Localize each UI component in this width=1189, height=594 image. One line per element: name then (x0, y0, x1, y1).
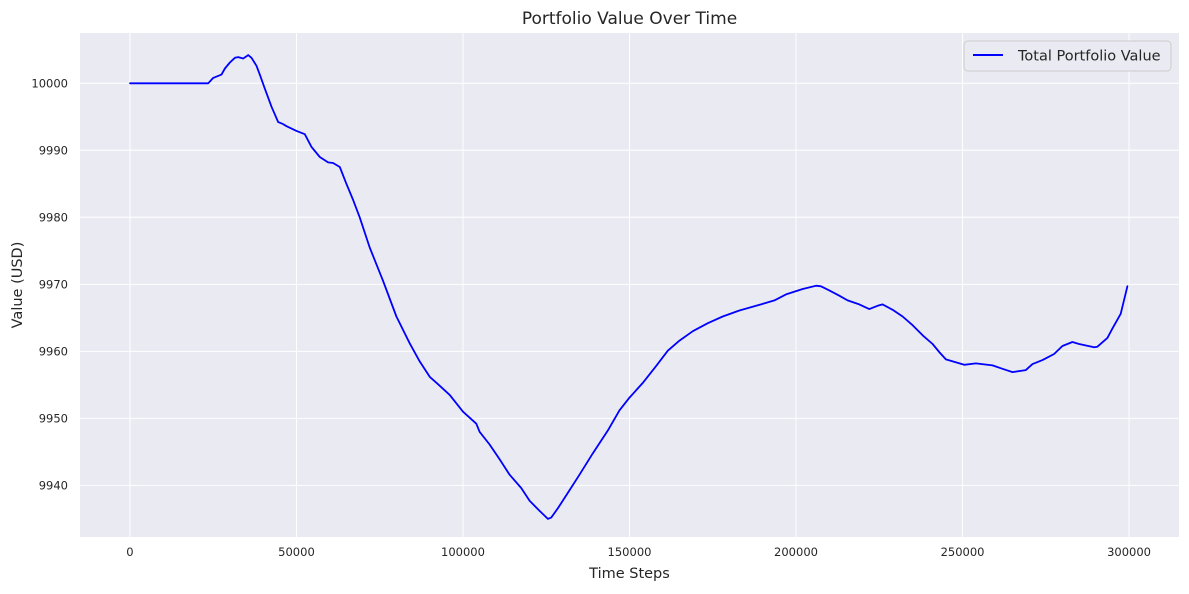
x-tick-label: 250000 (941, 545, 985, 559)
y-tick-label: 10000 (31, 76, 68, 90)
y-axis-label: Value (USD) (10, 242, 26, 329)
grid-lines (80, 33, 1179, 537)
y-tick-label: 9970 (39, 277, 68, 291)
series-lines (129, 54, 1129, 520)
x-tick-label: 150000 (608, 545, 652, 559)
legend-label-total-portfolio-value: Total Portfolio Value (1017, 49, 1161, 65)
chart-title: Portfolio Value Over Time (522, 9, 737, 29)
series-line-total-portfolio-value (129, 54, 1129, 520)
x-tick-label: 100000 (441, 545, 485, 559)
x-axis-label: Time Steps (588, 566, 670, 582)
x-tick-label: 300000 (1107, 545, 1151, 559)
y-tick-label: 9990 (39, 143, 68, 157)
y-tick-label: 9980 (39, 210, 68, 224)
y-tick-label: 9950 (39, 411, 68, 425)
legend: Total Portfolio Value (963, 40, 1172, 72)
x-tick-label: 50000 (278, 545, 315, 559)
x-tick-label: 0 (126, 545, 133, 559)
y-tick-label: 9960 (39, 344, 68, 358)
tick-labels: 0 50000 100000 150000 200000 250000 300000 9940… (31, 76, 1151, 559)
y-tick-label: 9940 (39, 478, 68, 492)
legend-box (963, 40, 1172, 72)
x-tick-label: 200000 (774, 545, 818, 559)
